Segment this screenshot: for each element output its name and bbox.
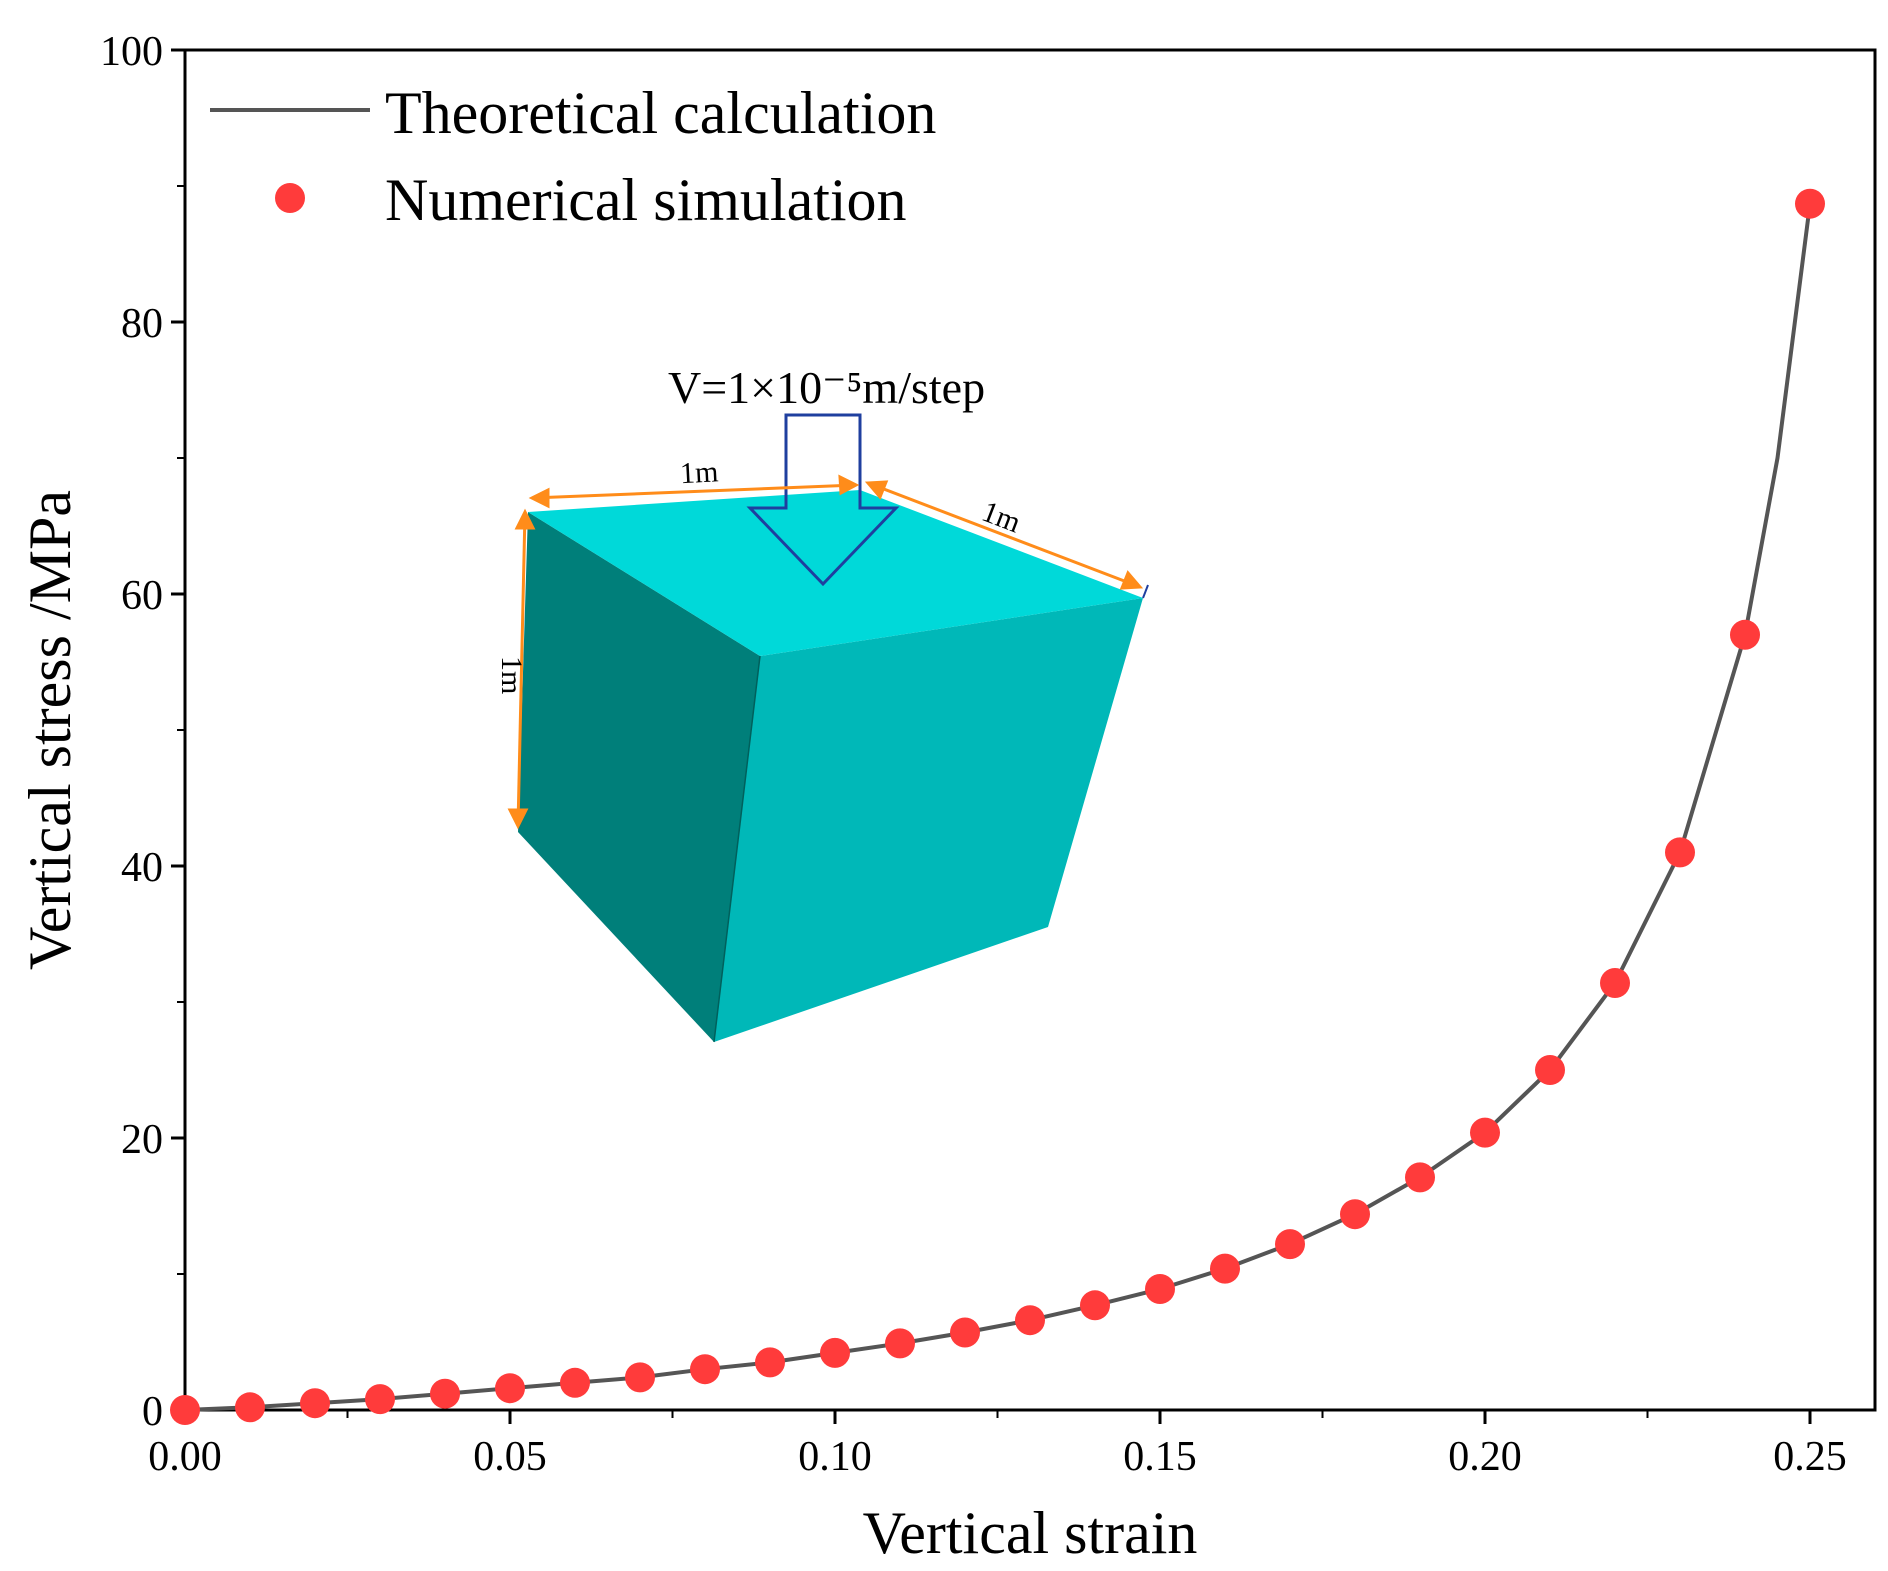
series-points-numerical bbox=[170, 188, 1825, 1425]
data-point bbox=[1015, 1305, 1045, 1336]
x-tick-label: 0.20 bbox=[1448, 1434, 1522, 1480]
y-tick-label: 40 bbox=[121, 845, 163, 891]
data-point bbox=[495, 1373, 525, 1404]
data-point bbox=[1730, 619, 1760, 650]
data-point bbox=[560, 1367, 590, 1398]
data-point bbox=[430, 1378, 460, 1409]
x-axis: 0.00 0.05 0.10 0.15 0.20 0.25 bbox=[148, 1410, 1847, 1480]
data-point bbox=[1535, 1055, 1565, 1085]
data-point bbox=[1665, 837, 1695, 868]
data-point bbox=[1405, 1162, 1435, 1193]
x-tick-label: 0.25 bbox=[1773, 1434, 1847, 1480]
cube-left-face bbox=[518, 512, 760, 1042]
legend: Theoretical calculation Numerical simula… bbox=[210, 80, 936, 233]
dimension-lines bbox=[507, 474, 1144, 830]
legend-label-numerical: Numerical simulation bbox=[385, 167, 907, 233]
data-point bbox=[885, 1328, 915, 1359]
x-tick-label: 0.00 bbox=[148, 1434, 222, 1480]
data-point bbox=[820, 1337, 850, 1368]
load-arrow bbox=[746, 413, 900, 587]
inset-edge-label-right: 1m bbox=[977, 495, 1025, 540]
data-point bbox=[1080, 1290, 1110, 1321]
y-tick-label: 100 bbox=[100, 29, 163, 75]
y-tick-label: 20 bbox=[121, 1117, 163, 1163]
cube-edges bbox=[713, 655, 761, 1043]
inset-cube-diagram: V=1×10⁻⁵m/step 1m 1m 1m bbox=[495, 362, 1149, 1043]
y-axis: 0 20 40 60 80 100 bbox=[100, 29, 185, 1435]
data-point bbox=[1340, 1199, 1370, 1230]
y-tick-label: 80 bbox=[121, 301, 163, 347]
data-point bbox=[1145, 1274, 1175, 1304]
cube-right-face bbox=[714, 598, 1143, 1042]
data-point bbox=[1795, 188, 1825, 219]
data-point bbox=[1275, 1229, 1305, 1260]
inset-velocity-label: V=1×10⁻⁵m/step bbox=[668, 362, 985, 413]
y-tick-label: 60 bbox=[121, 573, 163, 619]
x-tick-label: 0.15 bbox=[1123, 1434, 1197, 1480]
y-tick-label: 0 bbox=[142, 1389, 163, 1435]
legend-marker-swatch bbox=[275, 183, 305, 213]
data-point bbox=[625, 1362, 655, 1393]
x-tick-label: 0.10 bbox=[798, 1434, 872, 1480]
data-point bbox=[300, 1388, 330, 1419]
data-point bbox=[365, 1384, 395, 1415]
inset-edge-label-vertical: 1m bbox=[495, 656, 528, 694]
corner-mark bbox=[1142, 584, 1149, 599]
inset-edge-label-top: 1m bbox=[679, 455, 719, 490]
data-point bbox=[1600, 968, 1630, 998]
x-axis-title: Vertical strain bbox=[863, 1500, 1198, 1566]
data-point bbox=[755, 1347, 785, 1378]
x-tick-label: 0.05 bbox=[473, 1434, 547, 1480]
data-point bbox=[1210, 1253, 1240, 1284]
data-point bbox=[235, 1392, 265, 1423]
data-point bbox=[1470, 1117, 1500, 1148]
y-axis-title: Vertical stress /MPa bbox=[17, 490, 83, 970]
legend-label-theoretical: Theoretical calculation bbox=[385, 80, 936, 146]
data-point bbox=[690, 1354, 720, 1385]
data-point bbox=[170, 1395, 200, 1425]
data-point bbox=[950, 1317, 980, 1348]
